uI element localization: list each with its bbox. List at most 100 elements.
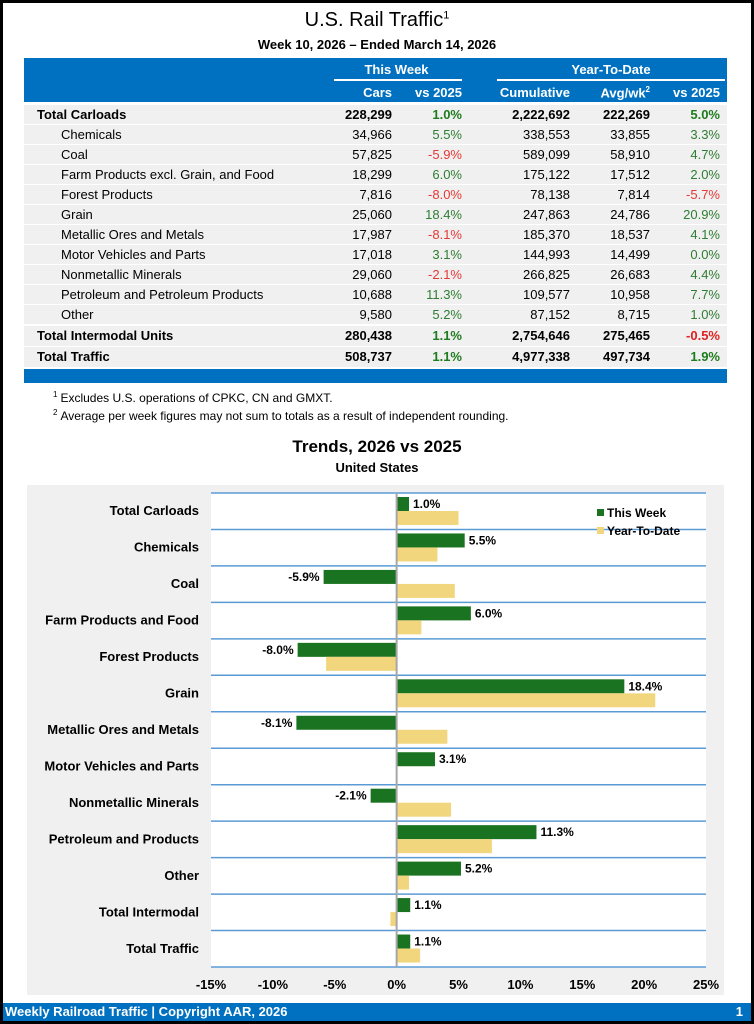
report-page: U.S. Rail Traffic1 Week 10, 2026 – Ended…	[3, 3, 751, 1021]
cell-ytd-vs: 1.9%	[690, 349, 720, 364]
plot-background	[211, 493, 706, 967]
cell-avg: 497,734	[603, 349, 650, 364]
data-label-this-week: -5.9%	[288, 570, 320, 584]
cell-cars: 17,987	[352, 227, 392, 242]
cell-cumulative: 4,977,338	[512, 349, 570, 364]
row-label: Metallic Ores and Metals	[61, 227, 205, 242]
col-header-avg: Avg/wk2	[600, 85, 650, 101]
cell-cumulative: 87,152	[530, 307, 570, 322]
cell-cars: 17,018	[352, 247, 392, 262]
group-header-ytd: Year-To-Date	[571, 62, 651, 77]
cell-cars: 228,299	[345, 107, 392, 122]
data-label-this-week: 18.4%	[628, 679, 662, 693]
row-label: Total Intermodal Units	[37, 328, 174, 343]
cell-tw-vs: -8.0%	[428, 187, 462, 202]
cell-avg: 275,465	[603, 328, 650, 343]
cell-ytd-vs: 4.1%	[690, 227, 720, 242]
bar-this-week	[396, 606, 471, 621]
cell-tw-vs: 3.1%	[432, 247, 462, 262]
footer-copyright: Weekly Railroad Traffic | Copyright AAR,…	[5, 1004, 288, 1019]
cell-avg: 58,910	[610, 147, 650, 162]
cell-avg: 14,499	[610, 247, 650, 262]
category-label: Total Traffic	[126, 941, 199, 956]
row-label: Coal	[61, 147, 88, 162]
chart-title: Trends, 2026 vs 2025	[292, 437, 462, 456]
cell-cumulative: 144,993	[523, 247, 570, 262]
x-tick-label: -15%	[196, 977, 227, 992]
cell-avg: 33,855	[610, 127, 650, 142]
row-label: Other	[61, 307, 94, 322]
cell-tw-vs: 6.0%	[432, 167, 462, 182]
cell-avg: 10,958	[610, 287, 650, 302]
cell-cumulative: 109,577	[523, 287, 570, 302]
x-tick-label: 0%	[387, 977, 406, 992]
x-tick-label: -10%	[258, 977, 289, 992]
bar-ytd	[390, 912, 397, 927]
legend-label-ytd: Year-To-Date	[607, 524, 680, 538]
cell-avg: 17,512	[610, 167, 650, 182]
cell-tw-vs: 5.5%	[432, 127, 462, 142]
col-header-tw-vs: vs 2025	[415, 85, 462, 100]
cell-cars: 9,580	[359, 307, 392, 322]
x-tick-label: 25%	[693, 977, 719, 992]
data-label-this-week: 11.3%	[540, 825, 574, 839]
bar-ytd	[396, 693, 656, 708]
cell-tw-vs: -5.9%	[428, 147, 462, 162]
cell-cumulative: 175,122	[523, 167, 570, 182]
category-label: Other	[164, 868, 199, 883]
cell-cars: 280,438	[345, 328, 392, 343]
table-row: Forest Products 7,816 -8.0% 78,138 7,814 -5.7…	[24, 185, 727, 204]
cell-ytd-vs: 2.0%	[690, 167, 720, 182]
data-label-this-week: 1.0%	[413, 497, 441, 511]
row-label: Total Traffic	[37, 349, 110, 364]
category-label: Grain	[165, 686, 199, 701]
row-label: Motor Vehicles and Parts	[61, 247, 206, 262]
row-label: Grain	[61, 207, 93, 222]
cell-ytd-vs: -5.7%	[686, 187, 720, 202]
legend-label-this-week: This Week	[607, 506, 666, 520]
cell-avg: 8,715	[617, 307, 650, 322]
cell-cumulative: 338,553	[523, 127, 570, 142]
cell-tw-vs: 1.1%	[432, 349, 462, 364]
cell-tw-vs: 1.0%	[432, 107, 462, 122]
cell-ytd-vs: 7.7%	[690, 287, 720, 302]
col-header-cars: Cars	[363, 85, 392, 100]
bar-this-week	[396, 752, 435, 767]
table-row: Total Carloads 228,299 1.0% 2,222,692 222,26…	[24, 105, 727, 124]
category-label: Chemicals	[134, 540, 199, 555]
bar-this-week	[396, 934, 411, 949]
legend-swatch-this-week	[597, 509, 604, 516]
group-underline-ytd	[497, 79, 725, 81]
bar-ytd	[396, 948, 421, 963]
row-label: Nonmetallic Minerals	[61, 267, 182, 282]
cell-ytd-vs: 3.3%	[690, 127, 720, 142]
table-row: Nonmetallic Minerals 29,060 -2.1% 266,825 26…	[24, 265, 727, 284]
data-label-this-week: -8.1%	[261, 716, 293, 730]
bar-this-week	[396, 497, 409, 511]
category-label: Coal	[171, 576, 199, 591]
cell-cars: 57,825	[352, 147, 392, 162]
data-label-this-week: 1.1%	[414, 898, 442, 912]
data-label-this-week: -8.0%	[262, 643, 294, 657]
bar-this-week	[323, 569, 397, 584]
bar-ytd	[396, 729, 448, 744]
cell-cars: 25,060	[352, 207, 392, 222]
bar-this-week	[370, 788, 397, 803]
row-label: Chemicals	[61, 127, 122, 142]
cell-avg: 7,814	[617, 187, 650, 202]
cell-cumulative: 589,099	[523, 147, 570, 162]
cell-ytd-vs: 5.0%	[690, 107, 720, 122]
bar-ytd	[396, 583, 455, 598]
cell-cumulative: 2,222,692	[512, 107, 570, 122]
chart-subtitle: United States	[335, 460, 419, 475]
data-label-this-week: 5.5%	[469, 533, 497, 547]
row-label: Farm Products excl. Grain, and Food	[61, 167, 275, 182]
cell-avg: 26,683	[610, 267, 650, 282]
cell-cumulative: 266,825	[523, 267, 570, 282]
report-subtitle: Week 10, 2026 – Ended March 14, 2026	[257, 37, 497, 52]
row-label: Petroleum and Petroleum Products	[61, 287, 264, 302]
bar-this-week	[296, 715, 397, 730]
cell-tw-vs: -8.1%	[428, 227, 462, 242]
footnote-1: 1 Excludes U.S. operations of CPKC, CN an…	[53, 390, 333, 405]
group-header-this-week: This Week	[364, 62, 429, 77]
